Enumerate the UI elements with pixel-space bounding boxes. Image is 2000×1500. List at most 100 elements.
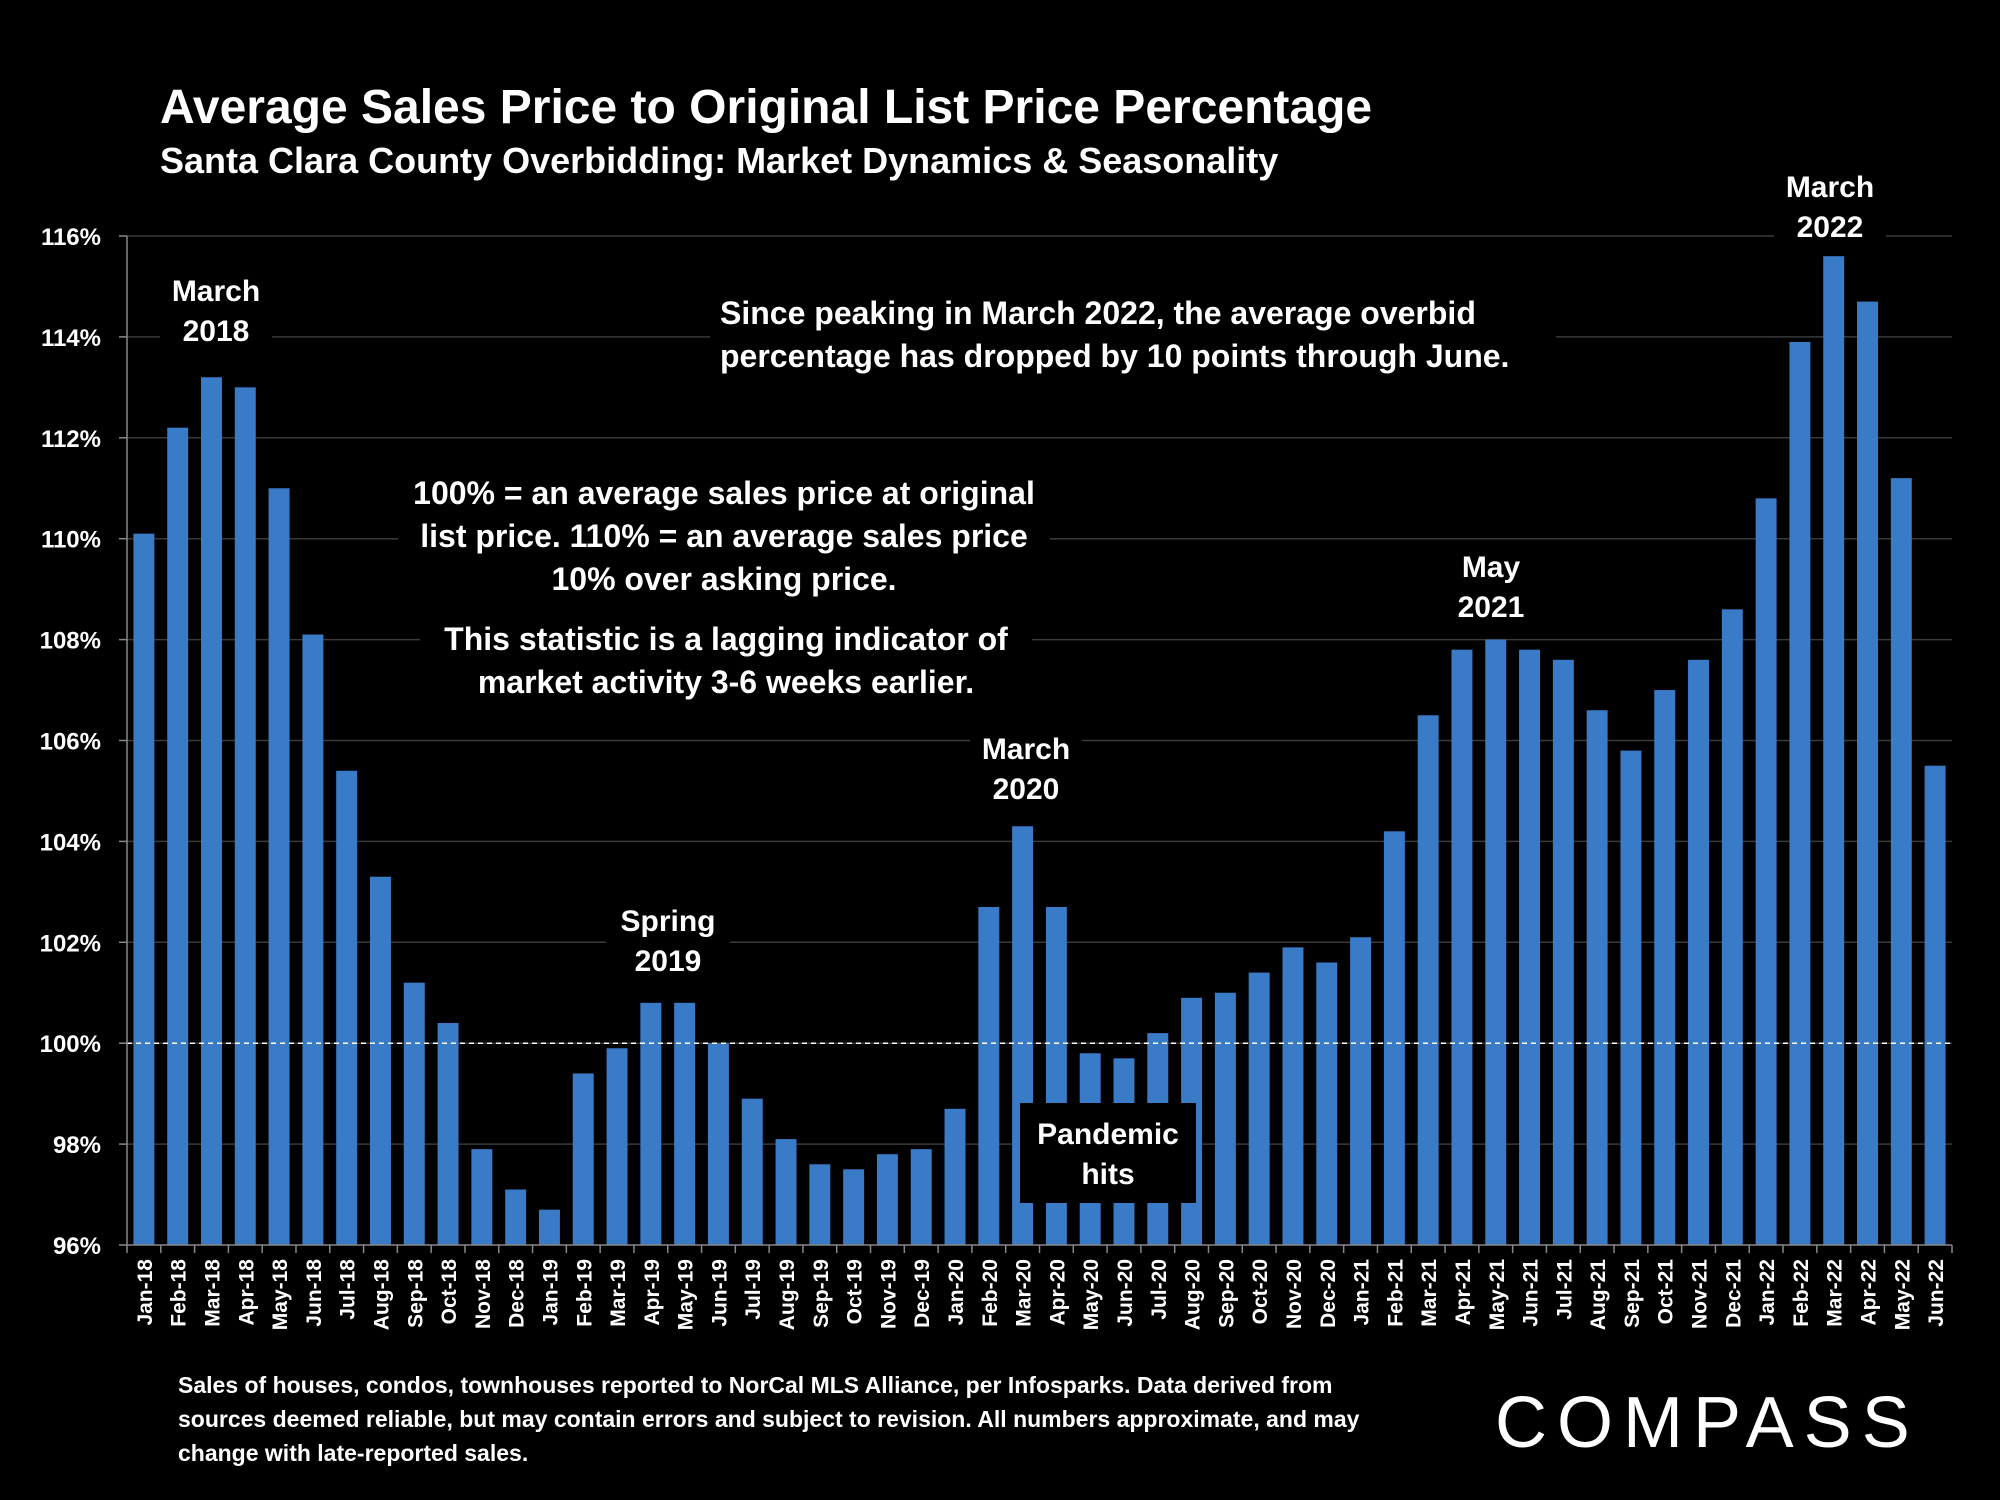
bar-feb-22 [1789, 341, 1811, 1245]
bar-sep-19 [809, 1164, 831, 1245]
annotation-line: March [171, 275, 261, 308]
x-tick-label: Jul-18 [337, 1259, 360, 1320]
x-tick-label: Mar-22 [1824, 1259, 1847, 1327]
x-tick-label: Jan-18 [134, 1259, 157, 1326]
bar-feb-18 [167, 427, 189, 1246]
x-tick-label: Feb-18 [168, 1259, 191, 1327]
y-tick-label: 104% [40, 829, 101, 856]
annotation-definition-note: 100% = an average sales price at origina… [398, 472, 1050, 601]
y-tick-label: 102% [40, 930, 101, 957]
x-tick-label: Oct-20 [1249, 1259, 1272, 1324]
x-tick-label: Feb-20 [979, 1259, 1002, 1327]
x-tick-label: May-18 [269, 1259, 292, 1331]
bar-apr-21 [1451, 649, 1473, 1245]
bar-jun-22 [1924, 765, 1946, 1245]
annotation-line: 2022 [1796, 211, 1864, 244]
bar-oct-21 [1654, 690, 1676, 1245]
x-tick-label: May-21 [1486, 1259, 1509, 1331]
x-tick-label: Sep-21 [1621, 1259, 1644, 1328]
x-tick-label: Oct-18 [438, 1259, 461, 1325]
x-tick-label: Sep-20 [1215, 1259, 1238, 1328]
bar-dec-19 [910, 1149, 932, 1245]
y-tick-label: 106% [40, 729, 101, 756]
annotation-lagging-note: This statistic is a lagging indicator of… [420, 618, 1032, 704]
source-footnote: Sales of houses, condos, townhouses repo… [178, 1372, 1360, 1466]
annotation-pandemic-hits: Pandemic hits [1020, 1103, 1196, 1203]
x-tick-label: Jan-21 [1351, 1259, 1374, 1326]
bar-jan-19 [538, 1209, 560, 1245]
bar-feb-20 [978, 906, 1000, 1245]
annotation-line: 2019 [634, 945, 702, 978]
chart-subtitle: Santa Clara County Overbidding: Market D… [160, 140, 1279, 181]
y-tick-label: 100% [40, 1031, 101, 1058]
x-tick-label: May-22 [1891, 1259, 1914, 1330]
annotation-line: This statistic is a lagging indicator of [444, 621, 1008, 657]
bar-jun-21 [1519, 649, 1541, 1245]
annotation-march-2020: March 2020 [970, 730, 1082, 810]
bar-oct-18 [437, 1023, 459, 1245]
bar-nov-20 [1282, 947, 1304, 1245]
annotation-line: percentage has dropped by 10 points thro… [720, 338, 1510, 374]
bar-jun-18 [302, 634, 324, 1245]
bar-mar-18 [201, 377, 222, 1245]
x-tick-label: Nov-19 [877, 1259, 900, 1329]
x-tick-label: Dec-20 [1317, 1259, 1340, 1328]
annotation-line: March [981, 733, 1071, 766]
annotation-line: May [1461, 551, 1521, 584]
x-tick-label: Jun-18 [303, 1259, 326, 1327]
bar-jul-18 [336, 770, 358, 1245]
x-tick-label: Apr-20 [1046, 1259, 1069, 1326]
x-tick-label: Jun-20 [1114, 1259, 1137, 1327]
x-tick-label: Apr-18 [235, 1259, 258, 1326]
x-tick-label: Jan-20 [945, 1259, 968, 1326]
bar-dec-20 [1316, 962, 1338, 1245]
x-tick-label: Mar-20 [1013, 1259, 1036, 1327]
annotation-line: Since peaking in March 2022, the average… [720, 295, 1476, 331]
bar-nov-21 [1688, 659, 1710, 1245]
bar-nov-19 [876, 1154, 898, 1245]
y-tick-labels: 96% 98% 100% 102% 104% 106% 108% 110% 112% 114% 11… [40, 224, 101, 1260]
bar-dec-18 [505, 1189, 527, 1245]
chart-title: Average Sales Price to Original List Pri… [160, 81, 1373, 134]
x-tick-label: Oct-21 [1655, 1259, 1678, 1325]
x-tick-label: Oct-19 [844, 1259, 867, 1324]
bar-jun-19 [707, 1043, 729, 1245]
bar-sep-18 [403, 982, 425, 1245]
annotation-line: 10% over asking price. [551, 561, 897, 597]
annotation-peak-note: Since peaking in March 2022, the average… [710, 292, 1556, 378]
annotation-line: 2018 [182, 315, 250, 348]
x-tick-label: Apr-22 [1858, 1259, 1881, 1326]
annotation-line: hits [1081, 1158, 1135, 1191]
x-tick-label: Mar-21 [1418, 1259, 1441, 1327]
y-tick-label: 98% [53, 1132, 101, 1159]
x-tick-label: Jan-19 [539, 1259, 562, 1326]
bar-jan-22 [1755, 498, 1777, 1246]
x-tick-label: Dec-18 [506, 1259, 529, 1328]
x-tick-label: Feb-21 [1384, 1259, 1407, 1327]
annotation-spring-2019: Spring 2019 [606, 902, 730, 982]
bar-jan-18 [133, 533, 155, 1245]
annotation-line: 2021 [1457, 591, 1525, 624]
y-tick-label: 96% [53, 1233, 101, 1260]
annotation-line: March [1785, 171, 1875, 204]
annotation-march-2022: March 2022 [1774, 168, 1886, 248]
y-tick-label: 112% [41, 426, 101, 453]
x-tick-label: Nov-21 [1689, 1259, 1712, 1329]
x-tick-label: May-20 [1080, 1259, 1103, 1330]
bar-may-21 [1485, 639, 1507, 1245]
bar-oct-20 [1248, 972, 1270, 1245]
y-tick-label: 108% [40, 628, 101, 655]
x-tick-label: Feb-22 [1790, 1259, 1813, 1327]
x-tick-label: May-19 [675, 1259, 698, 1330]
x-tick-label: Aug-19 [776, 1259, 799, 1330]
bars [133, 256, 1946, 1246]
axes [119, 235, 1953, 1253]
annotation-march-2018: March 2018 [160, 272, 272, 352]
compass-logo: COMPASS [1495, 1383, 1920, 1463]
bar-sep-21 [1620, 750, 1642, 1245]
x-tick-label: Jul-20 [1148, 1259, 1171, 1320]
bar-may-22 [1890, 478, 1912, 1245]
bar-aug-21 [1586, 710, 1608, 1245]
x-tick-label: Apr-21 [1452, 1259, 1475, 1326]
bar-apr-22 [1857, 301, 1878, 1246]
